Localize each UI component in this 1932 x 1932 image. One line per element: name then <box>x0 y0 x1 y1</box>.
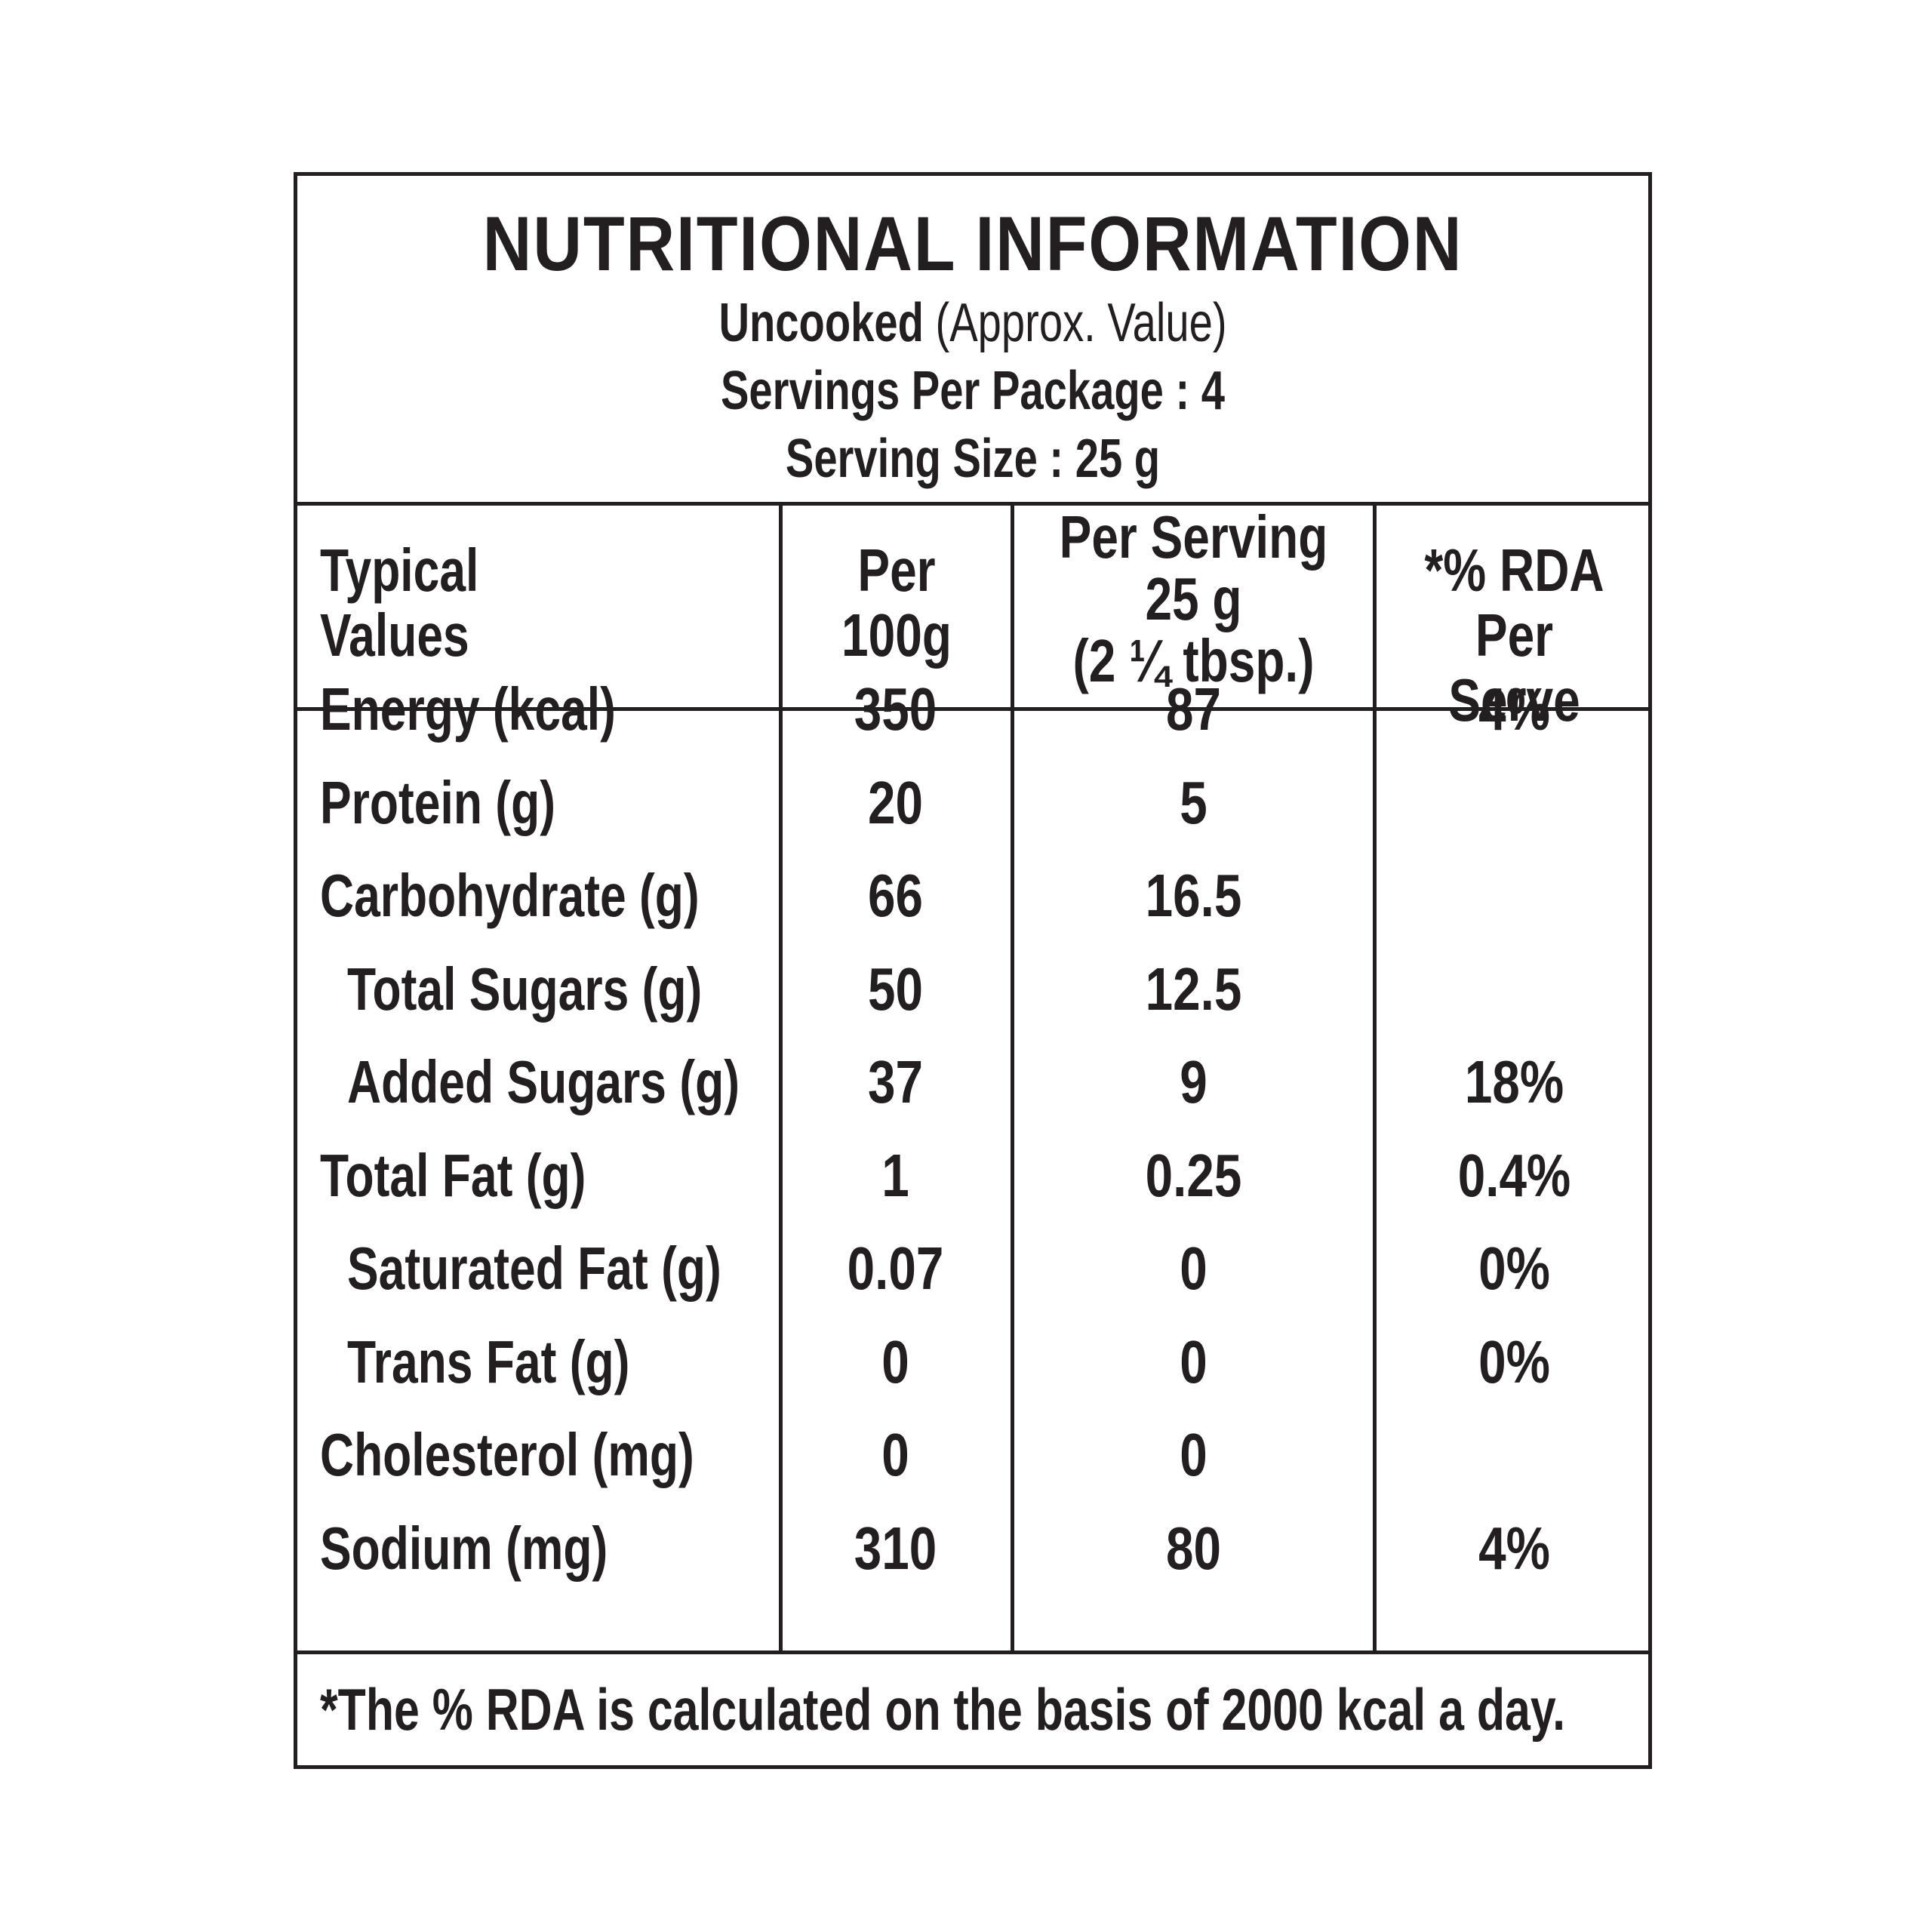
value-per-100g: 20 <box>868 769 923 836</box>
value-per-serving: 87 <box>1166 675 1221 743</box>
value-per-serving: 5 <box>1180 769 1208 836</box>
value-per-serving: 0 <box>1180 1235 1208 1302</box>
value-rda: 0.4% <box>1457 1142 1571 1209</box>
nutrient-name: Protein (g) <box>320 769 555 836</box>
rda-footnote: *The % RDA is calculated on the basis of… <box>320 1676 1566 1743</box>
nutrient-row: Saturated Fat (g) 0.07 0 0% <box>297 1222 1648 1315</box>
value-rda <box>1401 1408 1627 1501</box>
value-per-serving: 0 <box>1180 1328 1208 1395</box>
value-rda <box>1401 943 1627 1035</box>
value-per-100g: 310 <box>854 1515 937 1582</box>
nutrient-row: Total Fat (g) 1 0.25 0.4% <box>297 1129 1648 1222</box>
nutrient-row: Protein (g) 20 5 <box>297 756 1648 849</box>
value-rda: 0% <box>1478 1328 1550 1395</box>
column-divider <box>1373 502 1377 1654</box>
nutrient-name: Cholesterol (mg) <box>320 1421 694 1488</box>
value-per-serving: 0.25 <box>1145 1142 1242 1209</box>
value-per-serving: 16.5 <box>1145 862 1242 929</box>
value-per-serving: 0 <box>1180 1421 1208 1488</box>
label-title: NUTRITIONAL INFORMATION <box>482 201 1463 287</box>
label-header: NUTRITIONAL INFORMATION Uncooked (Approx… <box>297 176 1648 506</box>
value-rda <box>1401 756 1627 849</box>
value-per-100g: 50 <box>868 955 923 1023</box>
value-per-serving: 12.5 <box>1145 955 1242 1023</box>
serving-size: Serving Size : 25 g <box>785 429 1161 489</box>
nutrient-row: Energy (kcal) 350 87 4% <box>297 663 1648 755</box>
value-per-100g: 0 <box>881 1421 909 1488</box>
value-rda: 4% <box>1478 675 1550 743</box>
nutrient-name: Energy (kcal) <box>320 675 616 743</box>
servings-per-package: Servings Per Package : 4 <box>720 361 1226 421</box>
nutrition-label: NUTRITIONAL INFORMATION Uncooked (Approx… <box>294 172 1652 1769</box>
value-per-100g: 66 <box>868 862 923 929</box>
nutrient-row: Sodium (mg) 310 80 4% <box>297 1502 1648 1595</box>
nutrient-row: Total Sugars (g) 50 12.5 <box>297 943 1648 1035</box>
value-per-100g: 0 <box>881 1328 909 1395</box>
nutrient-name: Total Sugars (g) <box>347 955 703 1023</box>
header-per-serving: Per Serving 25 g (2 ¼ tbsp.) <box>1059 503 1328 694</box>
label-subtitle: Uncooked (Approx. Value) <box>446 291 1500 355</box>
nutrient-row: Trans Fat (g) 0 0 0% <box>297 1315 1648 1408</box>
nutrient-name: Trans Fat (g) <box>347 1328 630 1395</box>
nutrient-name: Carbohydrate (g) <box>320 862 700 929</box>
value-per-100g: 1 <box>881 1142 909 1209</box>
header-rda-per-serve: *% RDA Per Serve <box>1424 537 1604 734</box>
value-rda: 4% <box>1478 1515 1550 1582</box>
header-typical-values: Typical Values <box>320 537 479 669</box>
nutrient-name: Saturated Fat (g) <box>347 1235 721 1302</box>
column-divider <box>1011 502 1014 1654</box>
column-header-row: Typical Values Per 100g Per Serving 25 g… <box>297 502 1648 733</box>
value-per-100g: 350 <box>854 675 937 743</box>
header-per-100g: Per 100g <box>841 537 952 669</box>
value-rda: 0% <box>1478 1235 1550 1302</box>
nutrient-name: Added Sugars (g) <box>347 1048 740 1115</box>
subtitle-uncooked: Uncooked <box>718 293 924 353</box>
value-rda: 18% <box>1464 1048 1564 1115</box>
nutrient-name: Sodium (mg) <box>320 1515 608 1582</box>
nutrient-row: Carbohydrate (g) 66 16.5 <box>297 849 1648 942</box>
nutrient-name: Total Fat (g) <box>320 1142 586 1209</box>
column-divider <box>779 502 783 1654</box>
value-rda <box>1401 849 1627 942</box>
nutrient-row: Added Sugars (g) 37 9 18% <box>297 1035 1648 1128</box>
nutrient-row: Cholesterol (mg) 0 0 <box>297 1408 1648 1501</box>
value-per-serving: 80 <box>1166 1515 1221 1582</box>
value-per-100g: 37 <box>868 1048 923 1115</box>
subtitle-approx: (Approx. Value) <box>923 293 1227 353</box>
value-per-serving: 9 <box>1180 1048 1208 1115</box>
label-footer: *The % RDA is calculated on the basis of… <box>297 1651 1648 1769</box>
value-per-100g: 0.07 <box>847 1235 944 1302</box>
